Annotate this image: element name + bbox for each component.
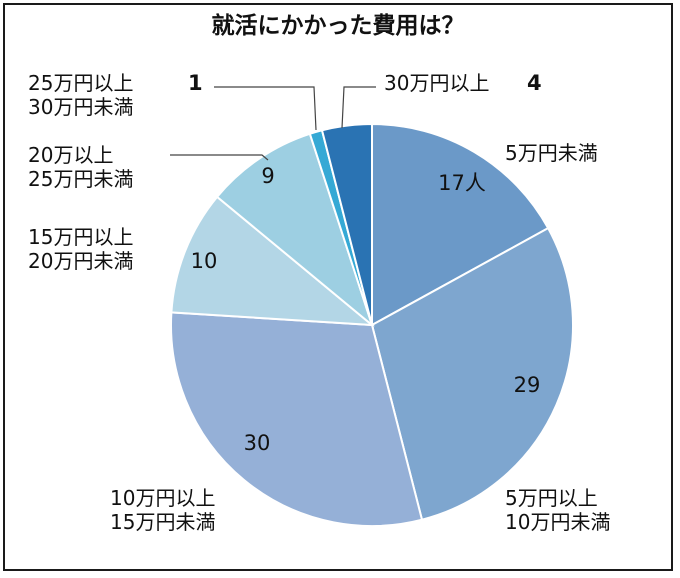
slice-category-label-1-line-0: 5万円以上 bbox=[505, 486, 598, 510]
slice-category-label-4-line-1: 25万円未満 bbox=[28, 167, 133, 191]
pie-slices bbox=[170, 122, 574, 527]
slice-category-label-3-line-1: 20万円未満 bbox=[28, 249, 133, 273]
pie-slice-1 bbox=[370, 226, 574, 521]
pie-slice-6 bbox=[320, 122, 373, 326]
slice-category-label-3-line-0: 15万円以上 bbox=[28, 225, 133, 249]
pie-slice-3 bbox=[170, 195, 376, 327]
leader-line-6 bbox=[341, 86, 376, 129]
chart-title: 就活にかかった費用は？ bbox=[212, 12, 465, 39]
slice-value-label-1: 29 bbox=[514, 373, 541, 397]
slice-value-label-4: 9 bbox=[261, 164, 274, 188]
pie-slice-0 bbox=[371, 122, 550, 327]
slice-value-label-5: 1 bbox=[188, 71, 203, 95]
pie-slice-2 bbox=[170, 311, 424, 527]
slice-category-label-0-line-0: 5万円未満 bbox=[505, 141, 598, 165]
slice-value-label-0: 17人 bbox=[438, 171, 486, 195]
slice-category-label-2-line-0: 10万円以上 bbox=[110, 486, 215, 510]
slice-value-label-2: 30 bbox=[244, 431, 271, 455]
pie-slice-4 bbox=[215, 132, 375, 328]
leader-lines bbox=[170, 86, 376, 161]
slice-category-label-2-line-1: 15万円未満 bbox=[110, 510, 215, 534]
slice-category-label-5-line-1: 30万円未満 bbox=[28, 95, 133, 119]
slice-value-label-6: 4 bbox=[527, 71, 542, 95]
slice-value-label-3: 10 bbox=[191, 249, 218, 273]
leader-line-4 bbox=[170, 154, 269, 161]
leader-line-5 bbox=[214, 86, 317, 131]
slice-category-label-1-line-1: 10万円未満 bbox=[505, 510, 610, 534]
slice-category-label-5-line-0: 25万円以上 bbox=[28, 71, 133, 95]
slice-category-label-4-line-0: 20万以上 bbox=[28, 143, 113, 167]
slice-category-label-6-line-0: 30万円以上 bbox=[384, 71, 489, 95]
slice-value-labels: 17人 29 30 10 9 1 4 bbox=[188, 71, 542, 455]
